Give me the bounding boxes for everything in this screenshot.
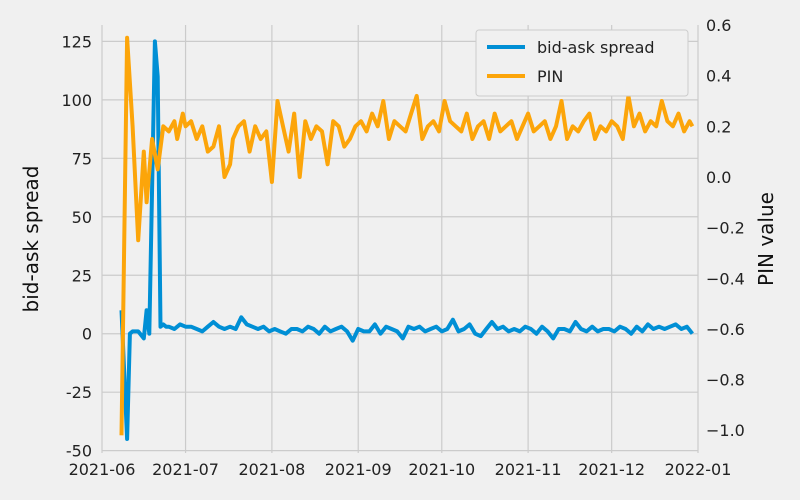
x-tick-label: 2021-12	[578, 460, 645, 479]
right-tick-label: −0.8	[706, 371, 745, 390]
left-tick-label: 0	[82, 325, 92, 344]
right-tick-label: −0.6	[706, 320, 745, 339]
x-axis-ticks: 2021-06 2021-07 2021-08 2021-09 2021-10 2021-…	[69, 460, 732, 479]
x-tick-label: 2021-08	[238, 460, 305, 479]
left-tick-label: 100	[61, 91, 92, 110]
right-tick-label: −0.4	[706, 269, 745, 288]
left-axis-title: bid-ask spread	[19, 166, 43, 313]
right-axis-ticks: −1.0 −0.8 −0.6 −0.4 −0.2 0.0 0.2 0.4 0.6	[706, 16, 745, 440]
legend-label-pin: PIN	[537, 67, 563, 86]
legend: bid-ask spread PIN	[475, 29, 689, 97]
left-tick-label: 125	[61, 32, 92, 51]
series-line-bid-ask-spread	[119, 39, 694, 441]
left-tick-label: 75	[72, 149, 92, 168]
legend-box	[475, 29, 689, 97]
left-tick-label: 25	[72, 266, 92, 285]
x-tick-label: 2021-06	[69, 460, 136, 479]
legend-label-bid-ask-spread: bid-ask spread	[537, 38, 655, 57]
right-tick-label: 0.0	[706, 168, 731, 187]
x-tick-label: 2021-10	[408, 460, 475, 479]
series-layer	[119, 35, 695, 441]
x-tick-label: 2022-01	[665, 460, 732, 479]
series-line-pin	[119, 35, 695, 436]
right-tick-label: 0.4	[706, 67, 731, 86]
right-tick-label: 0.6	[706, 16, 731, 35]
left-tick-label: -50	[66, 442, 92, 461]
x-tick-label: 2021-09	[325, 460, 392, 479]
right-tick-label: −1.0	[706, 421, 745, 440]
right-tick-label: 0.2	[706, 117, 731, 136]
left-axis-ticks: -50 -25 0 25 50 75 100 125	[61, 32, 92, 460]
x-tick-label: 2021-07	[152, 460, 219, 479]
left-tick-label: -25	[66, 383, 92, 402]
right-axis-title: PIN value	[754, 192, 778, 286]
x-tick-label: 2021-11	[495, 460, 562, 479]
left-tick-label: 50	[72, 208, 92, 227]
right-tick-label: −0.2	[706, 219, 745, 238]
